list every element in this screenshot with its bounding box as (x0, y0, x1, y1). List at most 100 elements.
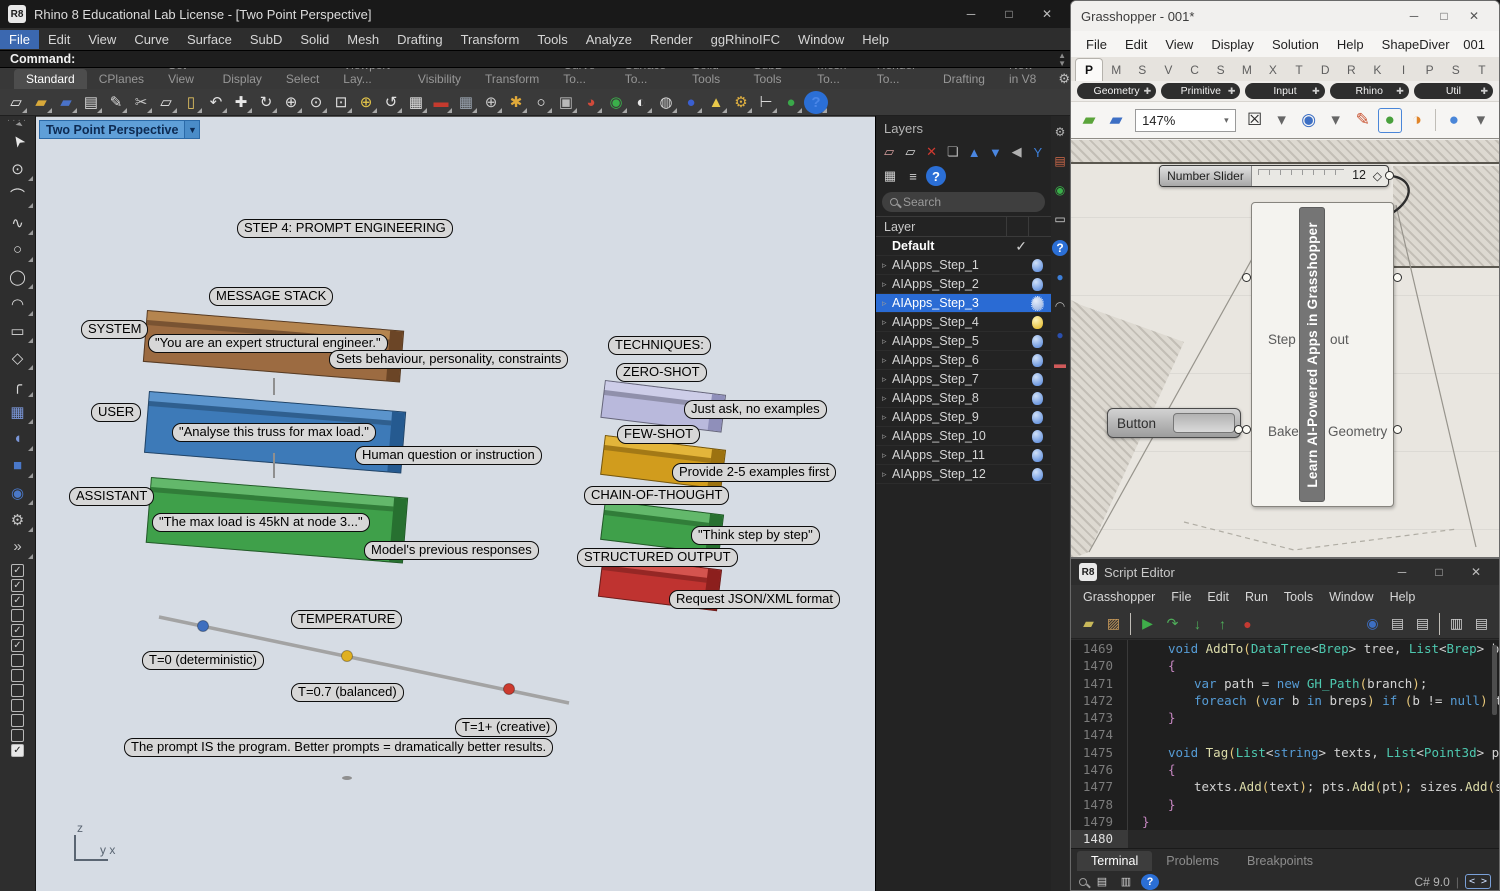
split-vertical-icon[interactable]: ▥ (1449, 615, 1464, 631)
selection-filter-checkbox[interactable] (11, 729, 24, 742)
se-menu-grasshopper[interactable]: Grasshopper (1083, 590, 1156, 604)
doc-plain-icon[interactable]: ▤ (1415, 615, 1430, 631)
menu-surface[interactable]: Surface (187, 31, 232, 47)
zoom-window-icon[interactable]: ⊡ (329, 91, 353, 114)
script-component[interactable]: Step Bake out Geometry Learn AI-Powered … (1251, 202, 1394, 507)
component-output-out[interactable]: out (1330, 332, 1349, 347)
print-icon[interactable]: ▤ (79, 91, 103, 114)
expand-arrow-icon[interactable]: ▹ (882, 297, 887, 308)
number-slider-component[interactable]: Number Slider 12 ◇ (1159, 165, 1389, 187)
doc-gear-icon[interactable]: ▥ (1120, 876, 1132, 888)
maximize-button[interactable]: □ (1005, 7, 1013, 21)
component-input-step[interactable]: Step (1268, 332, 1296, 347)
geometry-output-nub[interactable] (1393, 425, 1402, 434)
expand-arrow-icon[interactable]: ▹ (882, 411, 887, 422)
gh-tab-r-10[interactable]: R (1346, 63, 1356, 77)
shaded-preview-icon[interactable]: ● (1377, 107, 1402, 133)
layer-visibility-bulb-icon[interactable] (1032, 429, 1043, 443)
gh-menu-shapediver[interactable]: ShapeDiver (1381, 36, 1450, 52)
freeform-curve-icon[interactable]: ∿ (3, 209, 33, 236)
command-spinner[interactable]: ▲ ▼ (1058, 51, 1066, 68)
display-tab-icon[interactable]: ◉ (1054, 183, 1066, 197)
selection-filter-checkbox[interactable]: ✓ (11, 594, 24, 607)
menu-drafting[interactable]: Drafting (397, 31, 443, 47)
menu-render[interactable]: Render (649, 31, 693, 47)
layers-help-icon[interactable]: ? (926, 166, 946, 186)
menu-file[interactable]: File (0, 29, 39, 49)
selection-filter-checkbox[interactable]: ✓ (11, 744, 24, 757)
render-tab-icon[interactable]: ● (1056, 328, 1064, 342)
expand-arrow-icon[interactable]: ▹ (882, 373, 887, 384)
gh-menu-edit[interactable]: Edit (1124, 36, 1148, 52)
pie-icon[interactable]: ◕ (579, 91, 603, 114)
render-cone-icon[interactable]: ▲ (704, 91, 728, 114)
layer-row[interactable]: ▹ AIApps_Step_5 (876, 332, 1051, 351)
surface-points-icon[interactable]: ▦ (3, 398, 33, 425)
gh-tab-p-0[interactable]: P (1075, 58, 1104, 81)
rectangle-icon[interactable]: ▭ (3, 317, 33, 344)
expand-arrow-icon[interactable]: ▹ (882, 278, 887, 289)
help-tab-icon[interactable]: ? (1052, 240, 1068, 256)
duplicate-layer-icon[interactable]: ❏ (947, 144, 959, 159)
selection-filter-checkbox[interactable] (11, 609, 24, 622)
gh-tab-p-13[interactable]: P (1425, 63, 1434, 77)
gh-menu-solution[interactable]: Solution (1271, 36, 1319, 52)
expand-arrow-icon[interactable]: ▹ (882, 335, 887, 346)
selection-filter-checkbox[interactable] (11, 669, 24, 682)
grasshopper-canvas[interactable]: Number Slider 12 ◇ Step Bake out Geometr… (1071, 140, 1499, 557)
zoom-icon[interactable]: ⊕ (279, 91, 303, 114)
selection-filter-checkbox[interactable]: ✓ (11, 624, 24, 637)
gh-category-primitive[interactable]: Primitive ✚ (1161, 83, 1241, 99)
toolbar-tab-standard[interactable]: Standard (14, 69, 87, 89)
se-menu-window[interactable]: Window (1329, 590, 1374, 604)
menu-transform[interactable]: Transform (460, 31, 520, 47)
layer-row[interactable]: ▹ AIApps_Step_10 (876, 427, 1051, 446)
step-input-nub[interactable] (1242, 273, 1251, 282)
gh-tab-m-1[interactable]: M (1111, 63, 1122, 77)
se-save-icon[interactable]: ▰ (1083, 615, 1094, 631)
toolbar-tab-display[interactable]: Display (222, 72, 262, 86)
toolbar-gear-icon[interactable]: ⚙ (1058, 71, 1071, 86)
gh-menu-file[interactable]: File (1086, 36, 1107, 52)
gh-tab-s-2[interactable]: S (1138, 63, 1147, 77)
command-bar[interactable]: Command: ▲ ▼ (0, 50, 1070, 68)
layer-visibility-bulb-icon[interactable] (1032, 277, 1043, 291)
selection-filter-checkbox[interactable]: ✓ (11, 564, 24, 577)
bake-input-nub[interactable] (1242, 425, 1251, 434)
category-plus-icon[interactable]: ✚ (1312, 85, 1320, 96)
copy-icon[interactable]: ▱ (154, 91, 178, 114)
notifications-bell-icon[interactable]: ● (1056, 270, 1064, 284)
zoom-selected-icon[interactable]: ⊕ (354, 91, 378, 114)
menu-edit[interactable]: Edit (47, 31, 71, 47)
circle-icon[interactable]: ○ (3, 236, 33, 263)
doc-cursor-icon[interactable]: ▤ (1096, 876, 1108, 888)
delete-layer-icon[interactable]: ✕ (926, 144, 938, 159)
selection-filter-checkbox[interactable] (11, 654, 24, 667)
gear-settings-icon[interactable]: ⚙ (729, 91, 753, 114)
mesh-preview-icon[interactable]: ● (1448, 110, 1460, 129)
layer-row-default[interactable]: Default ✓ (876, 237, 1051, 256)
se-menu-edit[interactable]: Edit (1207, 590, 1229, 604)
monitor-tab-icon[interactable]: ▭ (1054, 212, 1066, 226)
se-eye-icon[interactable]: ◉ (1366, 615, 1379, 631)
viewport-tab[interactable]: Two Point Perspective ▼ (39, 120, 201, 139)
layer-row[interactable]: ▹ AIApps_Step_9 (876, 408, 1051, 427)
orbit-icon[interactable]: ↻ (254, 91, 278, 114)
pan-hand-icon[interactable]: ✚ (229, 91, 253, 114)
expand-arrow-icon[interactable]: ▹ (882, 259, 887, 270)
sphere-blue-icon[interactable]: ● (679, 91, 703, 114)
component-input-bake[interactable]: Bake (1268, 424, 1299, 439)
close-button[interactable]: ✕ (1041, 7, 1053, 21)
menu-analyze[interactable]: Analyze (585, 31, 632, 47)
stop-icon[interactable]: ● (1243, 615, 1252, 632)
maximize-button[interactable]: □ (1435, 565, 1443, 579)
terminal-help-icon[interactable]: ? (1141, 873, 1159, 890)
step-into-icon[interactable]: ↓ (1194, 615, 1201, 632)
layer-visibility-bulb-icon[interactable] (1031, 295, 1044, 311)
axis-circle-icon[interactable]: ⊕ (479, 91, 503, 114)
split-horizontal-icon[interactable]: ▤ (1474, 615, 1489, 631)
layer-visibility-bulb-icon[interactable] (1032, 258, 1043, 272)
selection-filter-checkbox[interactable]: ✓ (11, 639, 24, 652)
new-sublayer-icon[interactable]: ▱ (905, 144, 916, 159)
gh-tab-i-12[interactable]: I (1401, 63, 1406, 77)
